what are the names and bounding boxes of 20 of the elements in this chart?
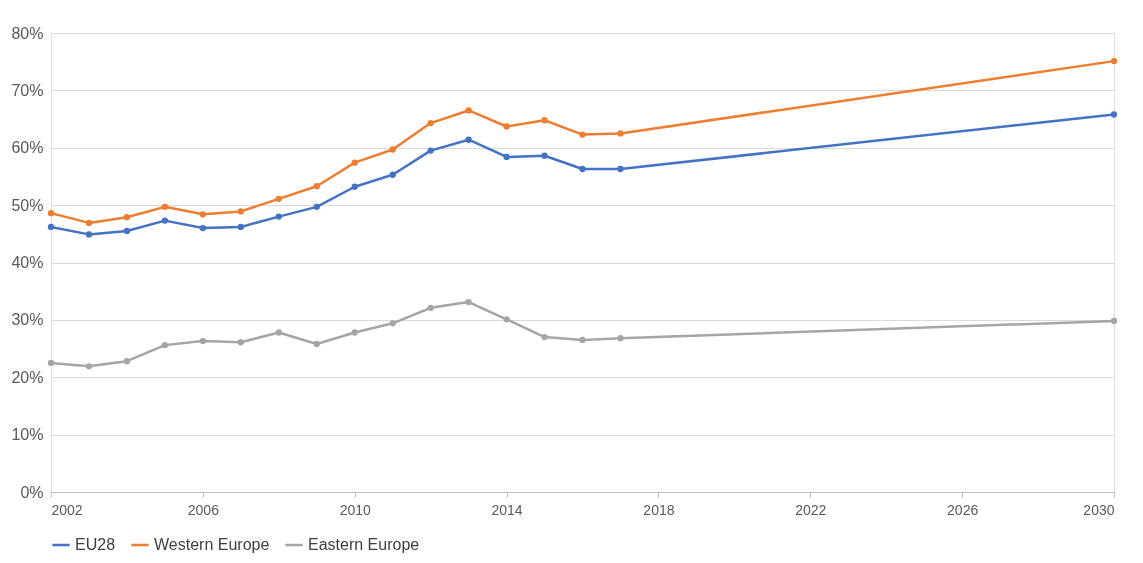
x-tick-label: 2010 [339,501,371,518]
y-tick-label: 80% [11,24,44,42]
y-tick-label: 0% [20,483,44,501]
legend-label: Western Europe [154,536,270,553]
y-tick-label: 30% [11,311,44,329]
x-tick-label: 2014 [491,501,523,518]
y-tick-label: 20% [11,368,44,386]
x-tick-label: 2022 [795,501,827,518]
y-tick-label: 50% [11,196,44,214]
legend-label: Eastern Europe [308,536,420,553]
y-tick-label: 40% [11,254,44,271]
legend-label: EU28 [75,536,116,553]
y-tick-label: 60% [11,139,44,157]
y-tick-label: 10% [11,426,44,444]
x-tick-label: 2030 [1083,501,1115,518]
x-tick-label: 2018 [643,501,675,518]
y-tick-label: 70% [11,81,44,99]
x-tick-label: 2002 [51,501,83,518]
x-tick-label: 2026 [947,501,979,518]
x-tick-label: 2006 [187,501,220,518]
